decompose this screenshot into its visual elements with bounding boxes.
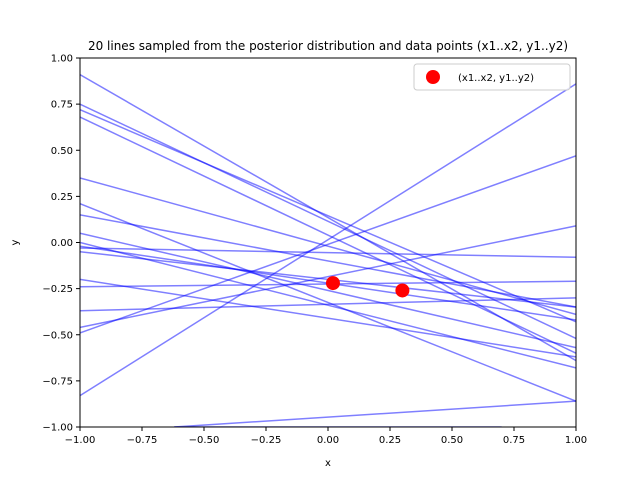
x-tick-label: 0.00 [317, 435, 339, 446]
posterior-line-18 [80, 83, 576, 397]
y-tick-label: −0.75 [42, 376, 73, 387]
posterior-line-12 [80, 247, 576, 259]
x-tick-label: −1.00 [65, 435, 96, 446]
posterior-line-13 [80, 278, 576, 358]
legend-marker [426, 70, 440, 84]
posterior-line-8 [80, 232, 576, 349]
x-tick-label: 0.75 [503, 435, 525, 446]
x-tick-label: −0.75 [127, 435, 158, 446]
y-tick-label: −0.50 [42, 330, 73, 341]
posterior-line-1 [80, 73, 576, 362]
posterior-line-16 [80, 225, 576, 329]
legend: (x1..x2, y1..y2) [413, 63, 571, 91]
chart-title: 20 lines sampled from the posterior dist… [88, 39, 568, 53]
posterior-line-4 [80, 116, 576, 354]
y-tick-label: 0.50 [51, 146, 73, 157]
y-tick-label: −0.25 [42, 284, 73, 295]
posterior-line-15 [80, 297, 576, 312]
y-tick-label: 0.75 [51, 100, 73, 111]
posterior-line-6 [80, 203, 576, 402]
x-axis-label: x [325, 458, 331, 469]
lines-layer [80, 73, 576, 427]
posterior-line-3 [80, 108, 576, 323]
x-axis-ticks: −1.00 −0.75 −0.50 −0.25 0.00 0.25 0.50 0.75 1.00 [65, 427, 587, 446]
legend-label: (x1..x2, y1..y2) [458, 73, 534, 84]
posterior-line-7 [80, 214, 576, 308]
y-tick-label: 0.00 [51, 238, 73, 249]
x-tick-label: −0.50 [189, 435, 220, 446]
y-tick-label: 0.25 [51, 192, 73, 203]
posterior-line-9 [80, 241, 576, 369]
data-point-1 [325, 276, 340, 291]
x-tick-label: −0.25 [251, 435, 282, 446]
y-tick-label: −1.00 [42, 423, 73, 434]
points-layer [325, 276, 410, 298]
x-tick-label: 0.50 [441, 435, 463, 446]
legend-box [413, 63, 571, 91]
x-tick-label: 0.25 [379, 435, 401, 446]
posterior-line-17 [80, 155, 576, 334]
x-tick-label: 1.00 [565, 435, 587, 446]
y-axis-ticks: −1.00 −0.75 −0.50 −0.25 0.00 0.25 0.50 0.75 1.00 [42, 54, 80, 434]
y-tick-label: 1.00 [51, 54, 73, 65]
y-axis-label: y [10, 239, 21, 245]
data-point-2 [395, 283, 410, 298]
posterior-line-19 [174, 400, 576, 427]
